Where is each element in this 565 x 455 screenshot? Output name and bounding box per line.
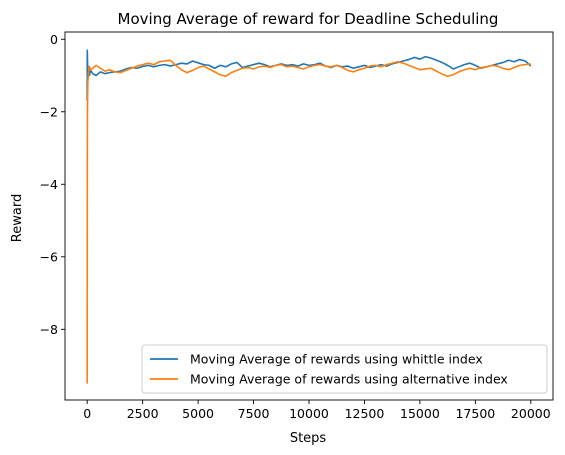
y-axis-title: Reward [10,194,25,242]
x-tick-label: 0 [83,406,91,421]
axes: 0 2500 5000 7500 10000 12500 15000 17500 20000 −8… [40,31,554,421]
plot-area [86,49,532,384]
x-tick-label: 15000 [400,406,440,421]
x-tick-label: 12500 [345,406,385,421]
x-tick-label: 17500 [455,406,495,421]
legend-box [141,344,548,394]
legend-label-2: Moving Average of rewards using alternat… [190,372,508,387]
series-line-2 [86,59,531,384]
x-tick-label: 10000 [289,406,329,421]
y-tick-label: −8 [40,322,58,337]
series-line-1 [86,49,532,101]
legend-label-1: Moving Average of rewards using whittle … [190,352,483,367]
chart-title: Moving Average of reward for Deadline Sc… [118,10,499,28]
x-tick-label: 2500 [127,406,159,421]
x-tick-label: 7500 [238,406,270,421]
y-tick-label: −4 [40,177,58,192]
y-tick-label: −2 [40,104,58,119]
x-axis-title: Steps [290,431,327,446]
legend: Moving Average of rewards using whittle … [141,344,548,394]
y-tick-label: −6 [40,249,58,264]
x-tick-label: 5000 [182,406,214,421]
x-tick-label: 20000 [511,406,551,421]
y-tick-label: 0 [50,32,58,47]
